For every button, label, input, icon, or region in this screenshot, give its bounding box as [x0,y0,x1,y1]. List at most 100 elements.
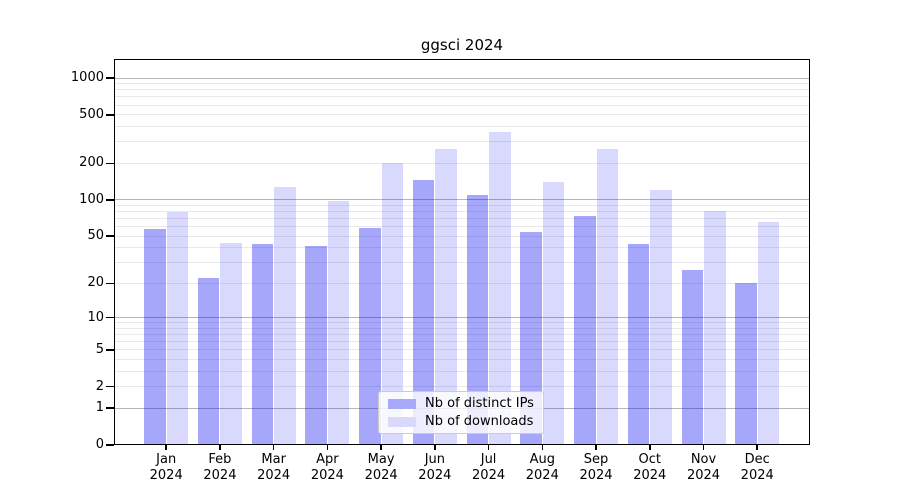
x-tick-label: Oct 2024 [633,452,667,483]
legend-swatch-ips-icon [388,398,416,409]
x-tick-label: May 2024 [364,452,398,483]
minor-gridline [114,349,810,351]
bar-distinct-ips [681,269,703,445]
minor-gridline [114,218,810,220]
y-tick-mark [106,444,114,446]
x-tick-mark [649,445,651,450]
bar-downloads [757,222,780,445]
x-tick-mark [219,445,221,450]
bar-distinct-ips [466,194,489,445]
bar-distinct-ips [305,246,327,445]
x-tick-label: Mar 2024 [257,452,291,483]
x-tick-mark [434,445,436,450]
x-tick-label: Jan 2024 [149,452,183,483]
legend-row-distinct-ips: Nb of distinct IPs [388,396,534,411]
plot-area [114,59,810,445]
x-tick-mark [380,445,382,450]
y-tick-label: 5 [95,341,104,357]
minor-gridline [114,204,810,206]
y-tick-mark [106,199,114,201]
x-tick-label: Feb 2024 [203,452,237,483]
bar-distinct-ips [412,180,435,445]
bar-downloads [220,242,242,445]
minor-gridline [114,359,810,360]
y-tick-mark [106,114,114,116]
bar-downloads [596,149,619,445]
bar-downloads [327,201,350,445]
y-tick-mark [106,162,114,165]
minor-gridline [114,262,810,264]
legend-label-downloads: Nb of downloads [425,414,534,429]
y-tick-label: 20 [87,275,104,291]
y-tick-label: 10 [87,309,104,325]
bar-distinct-ips [251,243,274,445]
minor-gridline [114,96,810,98]
y-tick-label: 500 [79,106,104,122]
y-tick-mark [106,407,114,409]
x-tick-label: Nov 2024 [686,452,721,483]
bar-downloads [381,163,404,445]
bar-downloads [435,149,457,445]
minor-gridline [114,334,810,336]
x-tick-label: Jul 2024 [472,452,506,483]
bar-downloads [274,187,296,445]
legend-label-distinct-ips: Nb of distinct IPs [425,396,534,411]
y-tick-label: 50 [87,228,104,244]
y-tick-label: 1 [95,400,104,416]
x-tick-mark [272,445,275,450]
y-tick-mark [106,349,114,351]
minor-gridline [114,83,810,85]
minor-gridline [114,282,810,284]
minor-gridline [114,104,810,106]
x-tick-label: Apr 2024 [310,452,344,483]
minor-gridline [114,126,810,128]
bar-downloads [489,132,511,445]
chart-title: ggsci 2024 [420,36,504,54]
bar-distinct-ips [359,228,381,445]
y-tick-label: 2 [95,378,104,394]
y-tick-mark [106,316,114,319]
minor-gridline [114,114,810,116]
x-tick-label: Jun 2024 [418,452,452,483]
bar-downloads [542,182,565,445]
bar-distinct-ips [574,215,596,445]
minor-gridline [114,386,810,388]
minor-gridline [114,247,810,249]
bar-downloads [166,212,189,445]
y-tick-mark [106,77,114,79]
y-tick-label: 200 [79,155,104,171]
major-gridline [114,317,810,319]
y-tick-label: 100 [79,191,104,207]
x-tick-mark [326,445,329,450]
bar-distinct-ips [144,229,166,445]
legend-swatch-downloads-icon [388,416,416,427]
y-tick-mark [106,385,114,388]
y-tick-label: 1000 [70,70,104,85]
minor-gridline [114,89,810,91]
major-gridline [114,199,810,201]
minor-gridline [114,162,810,164]
minor-gridline [114,322,810,324]
bar-downloads [650,190,672,445]
bar-downloads [704,210,726,445]
minor-gridline [114,341,810,343]
x-tick-label: Aug 2024 [525,452,559,483]
bar-distinct-ips [197,278,220,445]
minor-gridline [114,226,810,228]
bar-distinct-ips [627,243,650,445]
legend: Nb of distinct IPs Nb of downloads [378,391,544,434]
x-tick-mark [702,445,705,450]
minor-gridline [114,327,810,329]
minor-gridline [114,235,810,237]
x-tick-mark [756,445,758,450]
x-tick-mark [595,445,597,450]
x-tick-mark [541,445,544,450]
legend-row-downloads: Nb of downloads [388,414,534,429]
minor-gridline [114,211,810,213]
y-tick-mark [106,235,114,237]
y-tick-label: 0 [95,437,104,452]
x-tick-mark [165,445,167,450]
y-tick-mark [106,282,114,285]
x-tick-label: Sep 2024 [579,452,613,483]
